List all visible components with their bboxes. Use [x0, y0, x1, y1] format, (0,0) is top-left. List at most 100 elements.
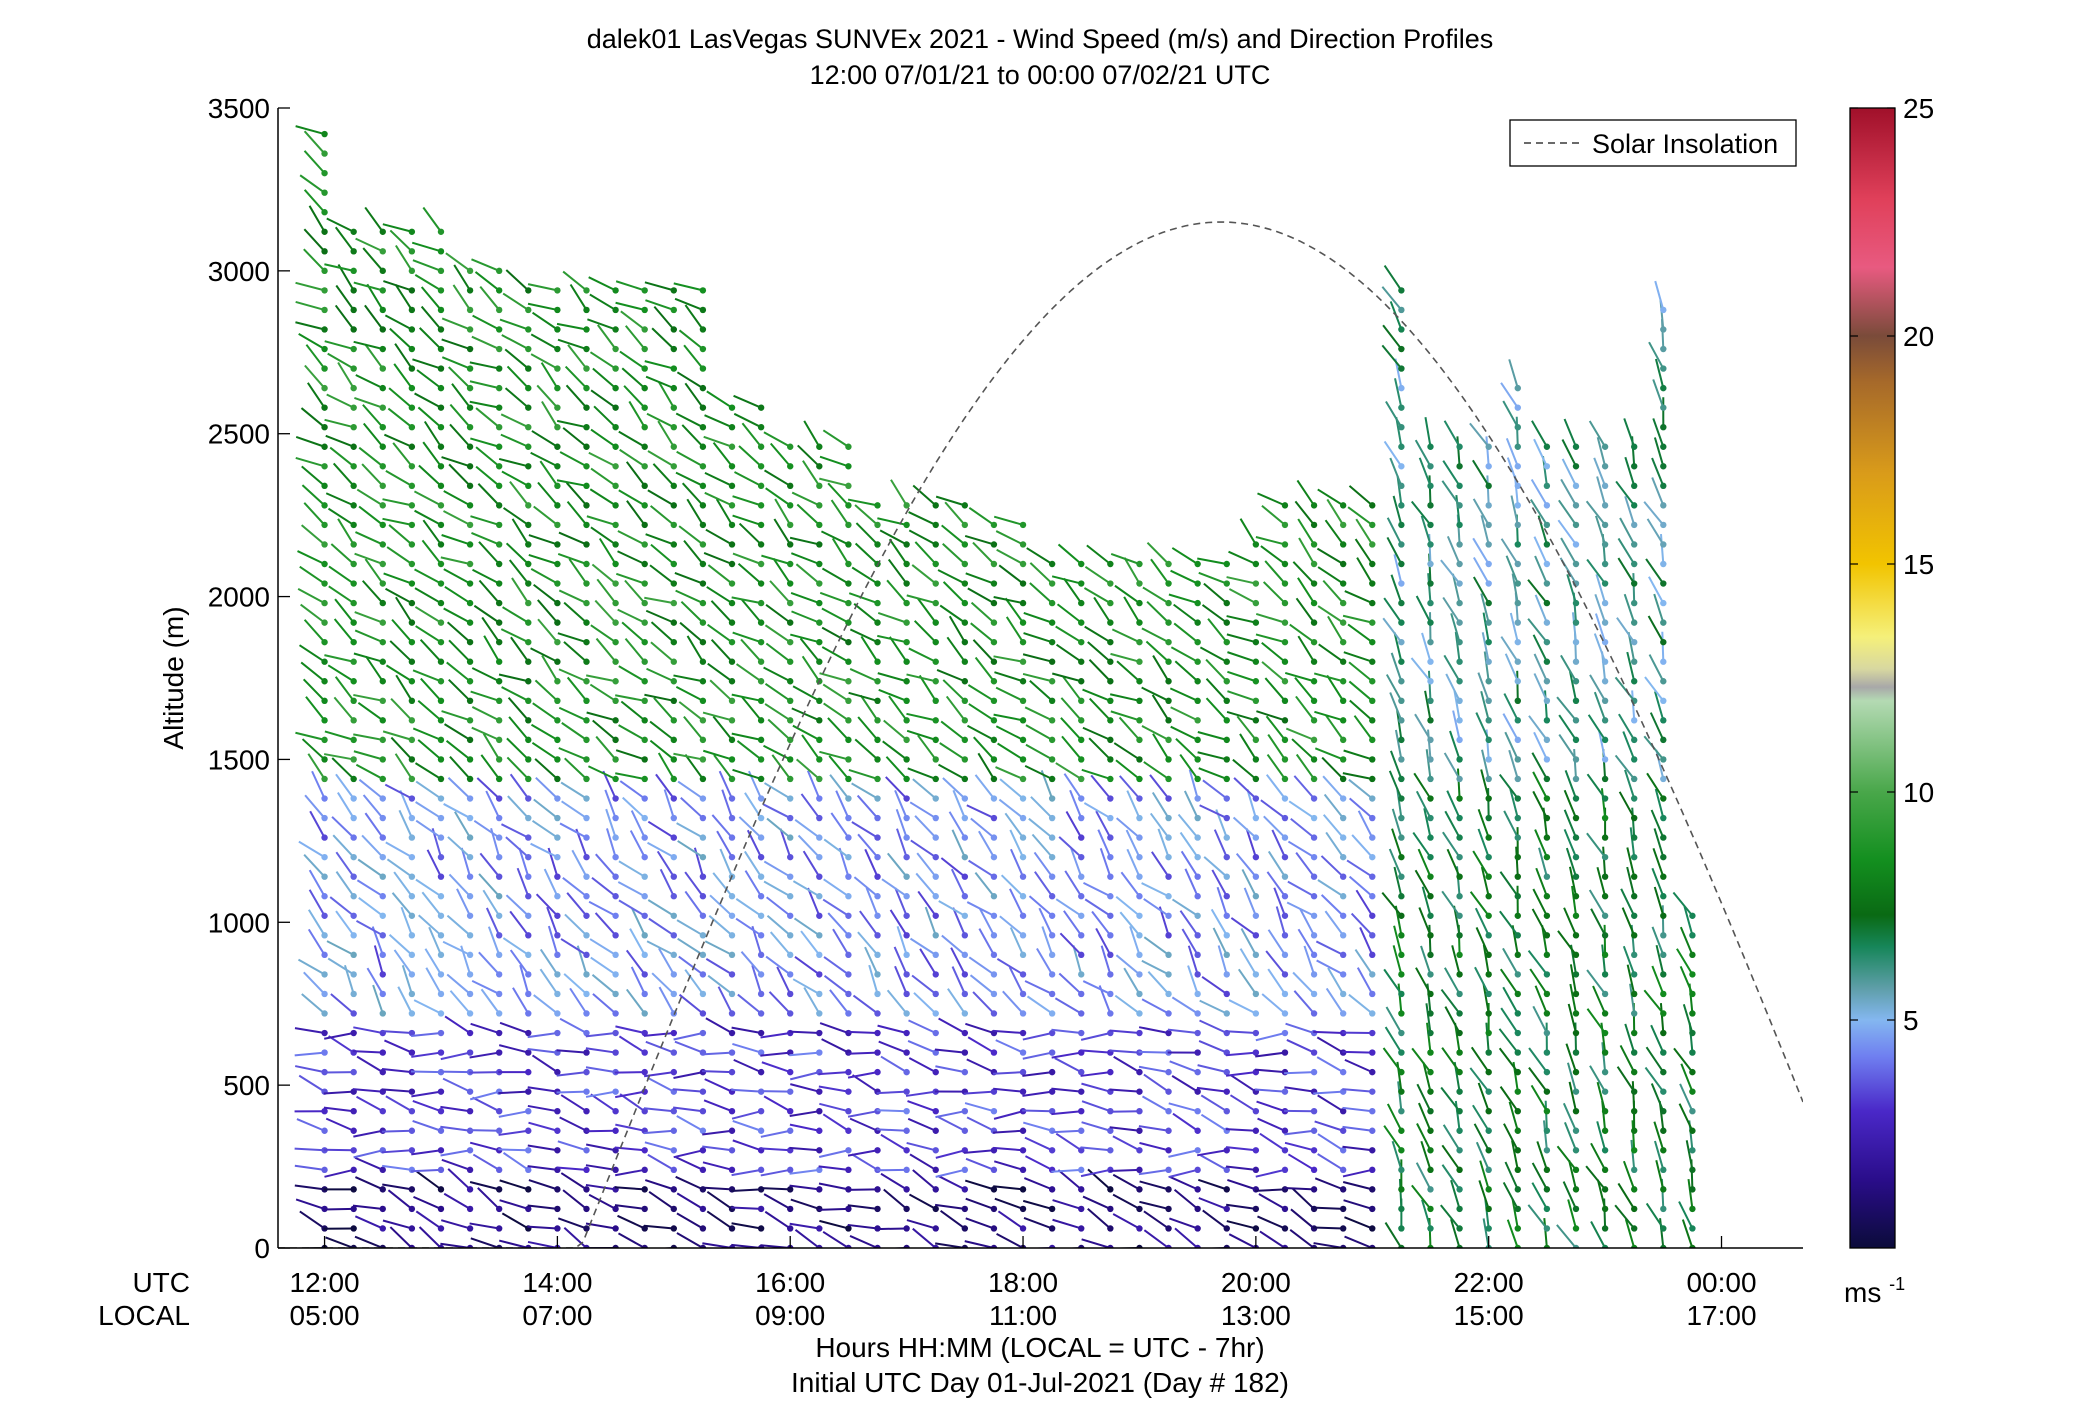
wind-barb-shaft	[1558, 499, 1577, 526]
wind-barb-shaft	[559, 1116, 587, 1132]
wind-barb-dot	[816, 932, 823, 939]
wind-barb-dot	[699, 893, 707, 900]
wind-barb-shaft	[644, 596, 674, 605]
wind-barb-shaft	[1384, 1222, 1403, 1248]
wind-barb-dot	[1485, 736, 1492, 744]
wind-barb-dot	[554, 1108, 561, 1115]
wind-barb-dot	[641, 424, 648, 431]
wind-barb-shaft	[677, 840, 704, 858]
wind-barb-dot	[1514, 678, 1521, 685]
wind-barb-dot	[845, 541, 852, 548]
wind-barb-shaft	[802, 460, 821, 487]
wind-barb-shaft	[621, 621, 646, 643]
wind-barb-shaft	[911, 564, 937, 585]
wind-barb-shaft	[1326, 674, 1345, 702]
wind-barb-shaft	[530, 568, 558, 585]
wind-barb-shaft	[353, 1026, 383, 1035]
wind-barb-dot	[1194, 1244, 1201, 1248]
wind-barb-shaft	[528, 553, 558, 565]
wind-barb-shaft	[329, 446, 355, 468]
wind-barb-dot	[350, 638, 357, 646]
wind-barb-shaft	[969, 974, 995, 995]
wind-barb-shaft	[1596, 866, 1607, 897]
wind-barb-dot	[1572, 795, 1580, 802]
wind-barb-dot	[1543, 658, 1551, 665]
wind-barb-dot	[1165, 971, 1172, 978]
wind-barb-shaft	[567, 344, 588, 370]
wind-barb-dot	[1369, 560, 1376, 568]
wind-barb-dot	[1369, 990, 1376, 998]
wind-barb-shaft	[942, 581, 966, 604]
wind-barb-shaft	[1320, 894, 1344, 917]
wind-barb-dot	[379, 267, 386, 275]
wind-barb-dot	[554, 971, 561, 978]
wind-barb-dot	[1369, 795, 1376, 802]
wind-barb-dot	[787, 1068, 794, 1076]
wind-barb-dot	[1223, 580, 1230, 587]
wind-barb-dot	[874, 834, 881, 841]
wind-barb-dot	[466, 775, 474, 783]
wind-barb-shaft	[324, 418, 354, 429]
wind-barb-shaft	[1315, 940, 1344, 956]
colorbar-unit-base: ms	[1844, 1277, 1881, 1308]
wind-barb-shaft	[1261, 641, 1286, 663]
wind-barb-dot	[1165, 1244, 1172, 1248]
wind-barb-dot	[641, 560, 648, 568]
wind-barb-shaft	[1586, 832, 1606, 858]
wind-barb-shaft	[1082, 688, 1111, 702]
legend: Solar Insolation	[1509, 119, 1797, 167]
wind-barb-shaft	[1169, 687, 1199, 702]
wind-barb-dot	[466, 814, 474, 822]
wind-barb-dot	[583, 287, 590, 294]
wind-barb-shaft	[1446, 535, 1461, 565]
wind-barb-shaft	[303, 189, 326, 213]
wind-barb-shaft	[1313, 1030, 1344, 1035]
wind-barb-dot	[1631, 482, 1638, 490]
wind-barb-dot	[1281, 1147, 1289, 1154]
wind-barb-dot	[699, 424, 707, 431]
wind-barb-shaft	[1592, 985, 1607, 1014]
wind-barb-dot	[612, 873, 619, 880]
wind-barb-shaft	[328, 585, 355, 604]
wind-barb-dot	[1601, 1108, 1609, 1115]
wind-barb-shaft	[629, 928, 646, 956]
wind-barb-dot	[1427, 560, 1434, 568]
wind-barb-shaft	[617, 1232, 646, 1248]
wind-barb-shaft	[1325, 987, 1345, 1015]
wind-barb-dot	[495, 1127, 503, 1134]
wind-barb-shaft	[530, 723, 558, 741]
wind-barb-shaft	[830, 812, 850, 839]
wind-barb-shaft	[1091, 910, 1112, 936]
wind-barb-dot	[1514, 756, 1521, 763]
wind-barb-dot	[1165, 1225, 1172, 1232]
wind-barb-dot	[437, 990, 445, 998]
wind-barb-shaft	[1317, 1094, 1344, 1113]
wind-barb-shaft	[881, 878, 908, 898]
wind-barb-shaft	[1410, 657, 1432, 682]
wind-barb-dot	[1398, 502, 1405, 509]
wind-barb-dot	[1601, 990, 1609, 998]
wind-barb-shaft	[618, 899, 646, 917]
wind-barb-dot	[1660, 697, 1667, 704]
wind-barb-dot	[1310, 599, 1318, 607]
wind-barb-dot	[699, 853, 707, 861]
wind-barb-shaft	[1109, 693, 1140, 702]
wind-barb-shaft	[1205, 677, 1228, 702]
wind-barb-shaft	[1255, 633, 1286, 644]
wind-barb-dot	[728, 756, 736, 763]
wind-barb-shaft	[823, 838, 850, 858]
wind-barb-dot	[670, 384, 678, 392]
wind-barb-shaft	[1022, 1199, 1053, 1210]
wind-barb-dot	[1078, 814, 1085, 822]
wind-barb-shaft	[413, 1195, 442, 1210]
wind-barb-shaft	[353, 733, 383, 741]
wind-barb-dot	[1660, 814, 1667, 822]
wind-barb-dot	[525, 1049, 532, 1056]
wind-barb-dot	[1660, 1127, 1667, 1134]
wind-barb-dot	[990, 580, 998, 587]
colorbar-tick-label: 15	[1903, 549, 1934, 580]
wind-barb-dot	[787, 893, 794, 900]
wind-barb-dot	[699, 1108, 707, 1115]
wind-barb-shaft	[706, 1210, 733, 1230]
wind-barb-shaft	[818, 1149, 849, 1158]
